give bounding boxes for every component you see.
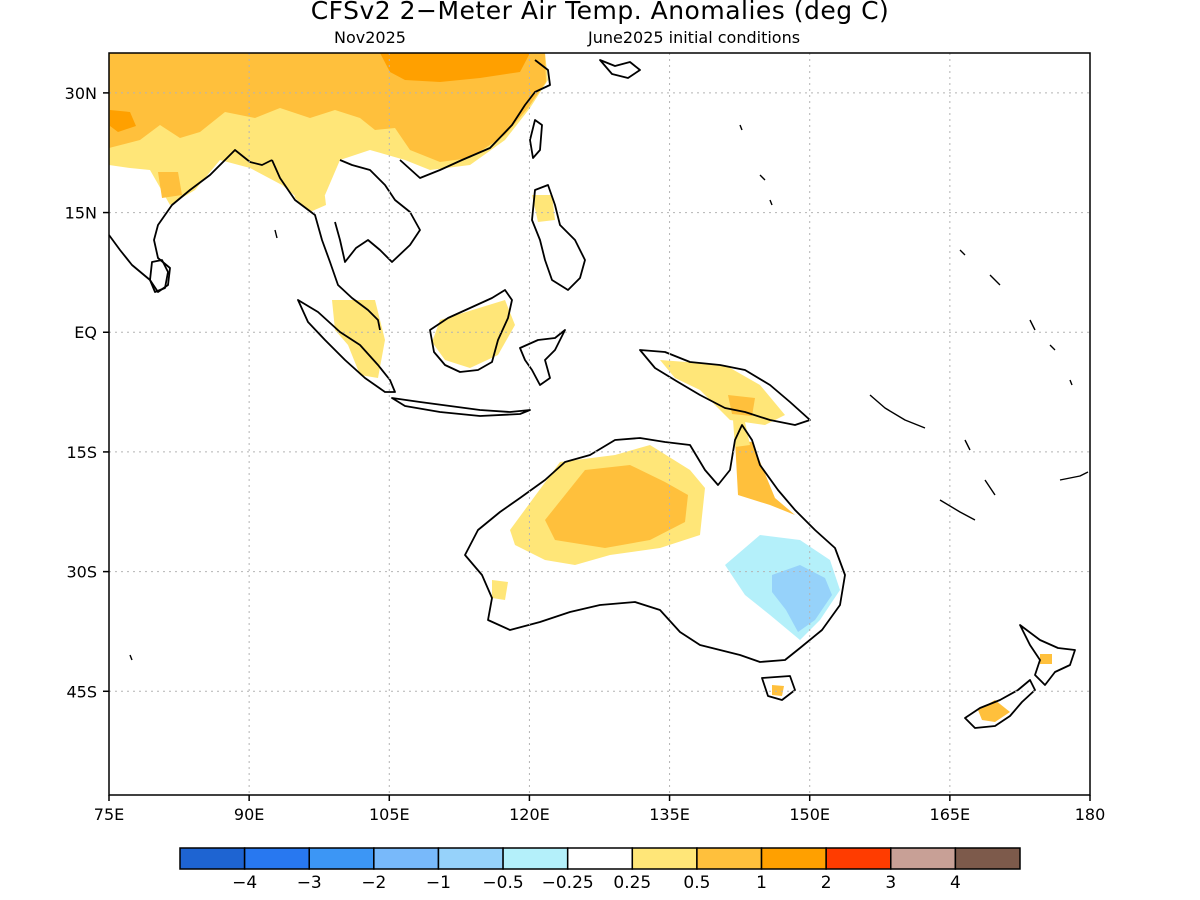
coast-indochina xyxy=(271,159,381,331)
coast-sumatra xyxy=(297,299,396,393)
lon-tick-label: 120E xyxy=(509,805,550,824)
colorbar-label: 4 xyxy=(950,873,961,893)
coast-java xyxy=(391,397,531,417)
anomaly-china-hot xyxy=(380,53,530,82)
colorbar-swatch xyxy=(696,847,763,870)
anomaly-queensland-light xyxy=(733,420,750,447)
colorbar-swatch xyxy=(890,847,957,870)
anomaly-nz-north xyxy=(1040,654,1052,664)
colorbar-label: −3 xyxy=(297,873,322,893)
anomaly-tasmania xyxy=(772,685,784,696)
lat-tick-label: 45S xyxy=(66,682,97,701)
latitude-tick-labels: 30N 15N EQ 15S 30S 45S xyxy=(65,84,109,701)
coast-india xyxy=(108,149,273,293)
anomaly-shading xyxy=(109,53,1052,722)
coast-indian-ocean-islands xyxy=(129,229,278,661)
lat-tick-label: 15N xyxy=(65,204,97,223)
colorbar-swatch xyxy=(179,847,246,870)
lon-tick-label: 105E xyxy=(369,805,410,824)
colorbar-label: 3 xyxy=(885,873,896,893)
coast-taiwan xyxy=(529,119,543,159)
coast-tasmania xyxy=(761,675,796,701)
colorbar: −4 −3 −2 −1 −0.5 −0.25 0.25 0.5 1 2 3 4 xyxy=(179,847,1021,893)
coast-srilanka xyxy=(149,259,169,293)
anomaly-newguinea-orange xyxy=(728,395,755,416)
lon-tick-label: 135E xyxy=(649,805,690,824)
colorbar-label: −0.25 xyxy=(542,873,594,893)
colorbar-label: 2 xyxy=(821,873,832,893)
anomaly-queensland xyxy=(735,440,795,515)
colorbar-label: 1 xyxy=(756,873,767,893)
colorbar-swatch xyxy=(954,847,1021,870)
lat-tick-label: 30N xyxy=(65,84,97,103)
colorbar-swatch xyxy=(437,847,504,870)
colorbar-label: −4 xyxy=(232,873,257,893)
colorbar-swatch xyxy=(502,847,569,870)
coastlines xyxy=(108,59,1089,729)
colorbar-swatch xyxy=(631,847,698,870)
anomaly-australia-orange xyxy=(545,465,688,548)
coast-newguinea xyxy=(639,349,811,426)
colorbar-label: 0.25 xyxy=(613,873,651,893)
colorbar-swatch xyxy=(243,847,310,870)
colorbar-swatch xyxy=(760,847,827,870)
anomaly-india-hot xyxy=(110,110,136,132)
lon-tick-label: 165E xyxy=(930,805,971,824)
anomaly-myanmar xyxy=(290,170,326,212)
colorbar-swatch xyxy=(825,847,892,870)
coast-japan xyxy=(599,59,641,79)
lon-tick-label: 180 xyxy=(1075,805,1106,824)
chart-title: CFSv2 2−Meter Air Temp. Anomalies (deg C… xyxy=(310,0,890,25)
lat-tick-label: 30S xyxy=(66,563,97,582)
gridlines xyxy=(109,53,1090,795)
colorbar-label: −2 xyxy=(361,873,386,893)
colorbar-swatch xyxy=(566,847,634,870)
coast-australia xyxy=(464,424,846,663)
colorbar-label: 0.5 xyxy=(683,873,710,893)
colorbar-swatch xyxy=(308,847,375,870)
lon-tick-label: 75E xyxy=(94,805,124,824)
anomaly-newguinea xyxy=(660,360,785,425)
lon-tick-label: 90E xyxy=(234,805,264,824)
anomaly-india-spot xyxy=(158,172,182,198)
coast-indochina-east xyxy=(334,159,421,263)
anomaly-philippines xyxy=(532,195,555,222)
initial-conditions-label: June2025 initial conditions xyxy=(588,28,801,47)
anomaly-seaus-cool xyxy=(772,565,832,632)
plot-frame xyxy=(108,52,1091,796)
lat-tick-label: 15S xyxy=(66,443,97,462)
anomaly-wa-spot xyxy=(492,580,508,600)
colorbar-label: −1 xyxy=(426,873,451,893)
longitude-tick-labels: 75E 90E 105E 120E 135E 150E 165E 180 xyxy=(94,795,1106,824)
coast-pacific-islands xyxy=(739,124,1089,521)
lon-tick-label: 150E xyxy=(789,805,830,824)
coast-china xyxy=(399,59,551,179)
colorbar-swatch xyxy=(373,847,440,870)
lat-tick-label: EQ xyxy=(74,323,97,342)
coast-philippines xyxy=(531,184,586,291)
coast-nz-south xyxy=(964,679,1036,729)
colorbar-label: −0.5 xyxy=(482,873,523,893)
coast-borneo xyxy=(429,289,513,373)
month-label: Nov2025 xyxy=(334,28,406,47)
coast-nz-north xyxy=(1019,624,1076,686)
